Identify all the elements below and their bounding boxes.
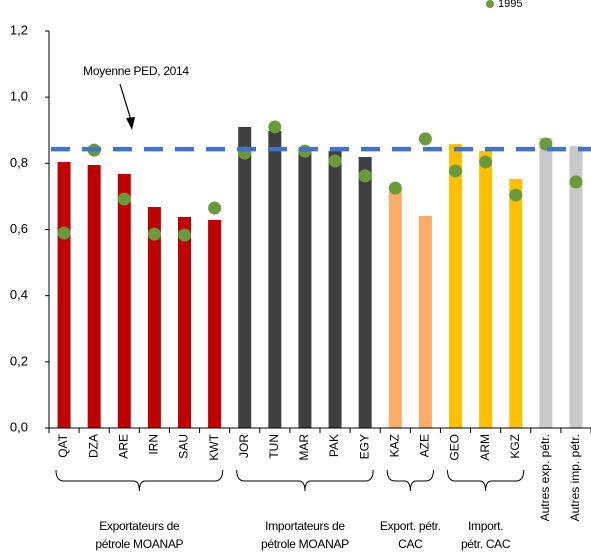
bar xyxy=(358,157,372,429)
x-tick-label: TUN xyxy=(267,434,281,459)
legend-marker xyxy=(486,0,494,8)
group-brace xyxy=(236,469,374,492)
y-tick-label: 0,8 xyxy=(10,155,28,170)
bar xyxy=(178,216,191,428)
bar xyxy=(569,146,583,428)
dot xyxy=(388,181,402,195)
group-label: pétr. CAC xyxy=(461,537,511,551)
x-tick-label: GEO xyxy=(448,434,462,461)
dot xyxy=(268,120,282,134)
bar xyxy=(268,130,282,428)
bar xyxy=(147,207,161,428)
group-label: Exportateurs de xyxy=(99,519,180,533)
dot xyxy=(479,155,493,169)
x-tick-label: JOR xyxy=(237,434,251,458)
x-tick-label: ARM xyxy=(478,434,492,461)
legend-label: 1995 xyxy=(498,0,522,10)
x-tick-label: EGY xyxy=(357,434,371,459)
dot xyxy=(418,132,432,146)
x-tick-label: AZE xyxy=(418,434,432,457)
x-tick-label: SAU xyxy=(177,434,191,459)
y-tick-label: 0,2 xyxy=(10,353,28,368)
bar xyxy=(208,219,222,428)
y-tick-label: 0,6 xyxy=(10,221,28,236)
dot xyxy=(117,192,131,206)
bar xyxy=(117,173,131,428)
dot xyxy=(449,164,462,178)
bar xyxy=(449,144,462,428)
annotation-arrow xyxy=(119,83,132,121)
dot xyxy=(509,188,523,202)
group-label: Export. pétr. xyxy=(380,519,441,533)
x-tick-label: DZA xyxy=(86,434,100,458)
y-tick-label: 1,0 xyxy=(10,89,28,104)
y-tick-label: 1,2 xyxy=(10,22,28,37)
x-tick-label: KWT xyxy=(207,433,221,460)
group-label: CAC xyxy=(398,537,423,551)
group-label: pétrole MOANAP xyxy=(261,537,349,551)
group-label: Import. xyxy=(468,519,503,533)
bar xyxy=(298,148,312,429)
dot xyxy=(328,154,342,168)
bar xyxy=(509,178,523,428)
x-tick-label: KGZ xyxy=(508,434,522,459)
x-tick-label: QAT xyxy=(56,433,70,457)
x-tick-label: KAZ xyxy=(387,434,401,457)
bar xyxy=(418,215,432,428)
group-brace xyxy=(386,469,434,492)
group-brace xyxy=(446,469,525,492)
annotation: Moyenne PED, 2014 xyxy=(83,64,189,78)
dot xyxy=(147,227,161,241)
bar xyxy=(328,151,342,428)
dot xyxy=(569,175,583,189)
x-tick-label: IRN xyxy=(147,434,161,455)
y-tick-label: 0,4 xyxy=(10,287,28,302)
x-tick-label: Autres exp. pétr. xyxy=(538,434,552,521)
bar xyxy=(539,137,553,428)
bar xyxy=(388,188,402,428)
y-tick-label: 0,0 xyxy=(10,419,28,434)
x-tick-label: Autres imp. pétr. xyxy=(568,434,582,521)
bar xyxy=(57,162,71,428)
bar xyxy=(479,151,493,428)
dot xyxy=(178,228,191,242)
dot xyxy=(208,201,222,215)
group-brace xyxy=(55,469,224,492)
dot xyxy=(57,226,71,240)
dot xyxy=(358,169,372,183)
bar xyxy=(87,164,101,429)
x-tick-label: ARE xyxy=(116,434,130,459)
annotation-arrowhead xyxy=(126,117,135,130)
x-tick-label: MAR xyxy=(297,434,311,461)
bar xyxy=(238,126,252,429)
group-label: pétrole MOANAP xyxy=(95,537,183,551)
group-label: Importateurs de xyxy=(265,519,345,533)
x-tick-label: PAK xyxy=(327,434,341,457)
